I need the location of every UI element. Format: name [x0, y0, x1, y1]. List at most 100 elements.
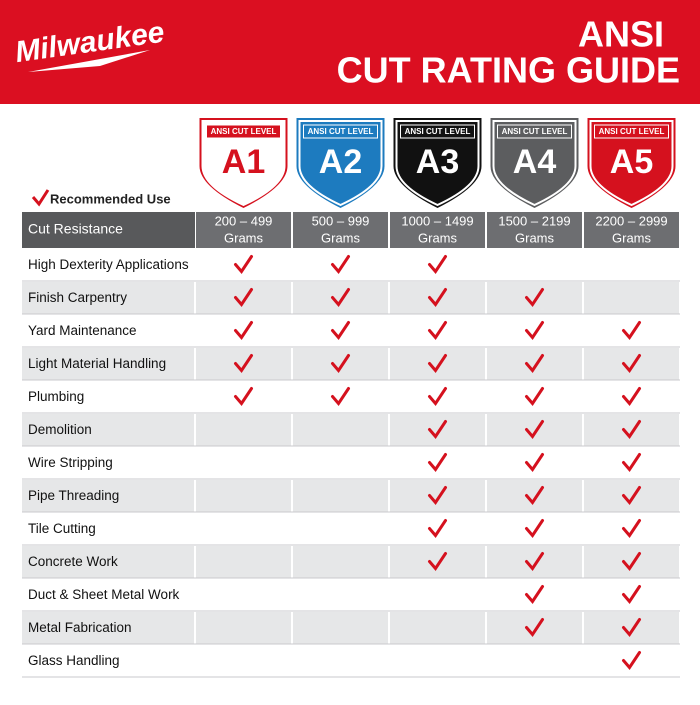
check — [331, 288, 350, 307]
badge-level: A4 — [513, 143, 557, 181]
row-label: High Dexterity Applications — [28, 257, 189, 272]
badge-label: ANSI CUT LEVEL — [211, 127, 277, 136]
column-unit: Grams — [515, 230, 555, 245]
check — [428, 486, 447, 505]
check — [622, 651, 641, 670]
check — [428, 321, 447, 340]
cell — [196, 282, 291, 314]
cell — [584, 447, 679, 479]
column-header-cell — [293, 212, 388, 248]
table-header: Cut Resistance — [28, 221, 123, 237]
row-label-cell — [22, 579, 194, 611]
column-range: 1000 – 1499 — [401, 213, 473, 228]
cell — [390, 282, 485, 314]
cell — [293, 315, 388, 347]
column-unit: Grams — [612, 230, 652, 245]
cell — [196, 480, 291, 512]
check — [622, 618, 641, 637]
check — [622, 354, 641, 373]
check — [428, 387, 447, 406]
cell — [487, 348, 582, 380]
check — [428, 354, 447, 373]
row-label-cell — [22, 348, 194, 380]
row-label: Light Material Handling — [28, 356, 166, 371]
check — [428, 288, 447, 307]
check — [428, 420, 447, 439]
row-label: Plumbing — [28, 389, 84, 404]
cell — [293, 546, 388, 578]
column-unit: Grams — [418, 230, 458, 245]
column-range: 200 – 499 — [215, 213, 273, 228]
cell — [196, 381, 291, 413]
column-unit: Grams — [224, 230, 264, 245]
cell — [487, 282, 582, 314]
cell — [584, 282, 679, 314]
cell — [196, 315, 291, 347]
badge-level: A2 — [319, 143, 362, 181]
badge-inner — [589, 120, 674, 207]
check — [525, 453, 544, 472]
cell — [487, 579, 582, 611]
row-label-cell — [22, 546, 194, 578]
column-range: 500 – 999 — [312, 213, 370, 228]
column-header-cell — [196, 212, 291, 248]
cell — [487, 612, 582, 644]
badge-label: ANSI CUT LEVEL — [405, 127, 471, 136]
check — [622, 321, 641, 340]
cell — [487, 480, 582, 512]
check — [525, 552, 544, 571]
check — [331, 321, 350, 340]
column-header-cell — [390, 212, 485, 248]
cell — [293, 513, 388, 545]
check — [331, 387, 350, 406]
check — [525, 618, 544, 637]
cell — [196, 546, 291, 578]
check — [525, 519, 544, 538]
row-label-cell — [22, 480, 194, 512]
badge-band — [206, 124, 281, 139]
badge-inner — [492, 120, 577, 207]
row-label-cell — [22, 282, 194, 314]
cell — [390, 579, 485, 611]
check — [234, 321, 253, 340]
row-label-cell — [22, 645, 194, 677]
badge-label: ANSI CUT LEVEL — [308, 127, 374, 136]
cell — [390, 612, 485, 644]
row-label: Finish Carpentry — [28, 290, 127, 305]
cell — [390, 645, 485, 677]
cell — [487, 414, 582, 446]
check — [234, 387, 253, 406]
badge-band — [400, 124, 475, 139]
badge-band — [594, 124, 669, 139]
check — [622, 453, 641, 472]
cell — [584, 513, 679, 545]
cell — [390, 381, 485, 413]
cell — [584, 480, 679, 512]
column-unit: Grams — [321, 230, 361, 245]
row-label-cell — [22, 315, 194, 347]
column-header-cell — [584, 212, 679, 248]
row-label: Yard Maintenance — [28, 323, 137, 338]
cell — [196, 249, 291, 281]
check — [331, 354, 350, 373]
row-label-cell — [22, 513, 194, 545]
row-label: Metal Fabrication — [28, 620, 132, 635]
check — [331, 255, 350, 274]
badge-band — [497, 124, 572, 139]
logo-bolt — [28, 50, 150, 72]
check — [428, 519, 447, 538]
cell — [293, 249, 388, 281]
cell — [487, 249, 582, 281]
row-label: Pipe Threading — [28, 488, 119, 503]
cell — [390, 414, 485, 446]
check — [622, 519, 641, 538]
column-header-cell — [487, 212, 582, 248]
check — [525, 321, 544, 340]
cell — [390, 546, 485, 578]
row-label: Tile Cutting — [28, 521, 96, 536]
cell — [584, 249, 679, 281]
header-band — [0, 0, 700, 104]
row-label: Wire Stripping — [28, 455, 113, 470]
cell — [390, 447, 485, 479]
